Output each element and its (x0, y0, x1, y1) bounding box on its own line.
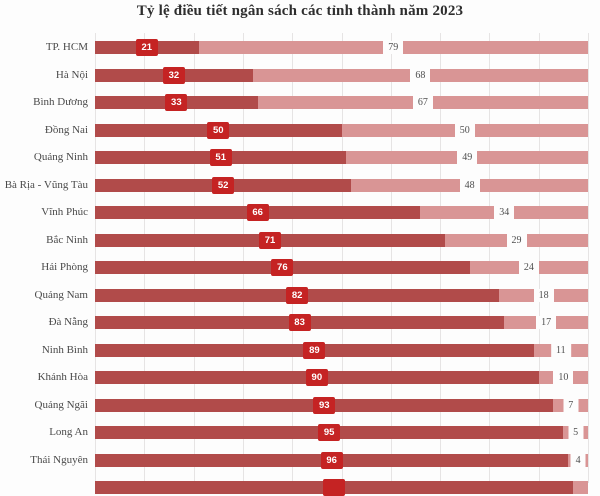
light-value-label: 7 (563, 398, 579, 412)
bar-row: Thái Nguyên 96 4 (30, 451, 588, 469)
bar-row: Vĩnh Phúc 66 34 (41, 204, 588, 221)
row-category-label: Quảng Ninh (33, 151, 88, 163)
dark-value-badge: 33 (165, 94, 188, 111)
dark-value-badge: 82 (286, 286, 309, 304)
row-category-label: Hà Nội (55, 68, 88, 81)
row-category-label: Hải Phòng (41, 261, 88, 273)
row-category-label: Quảng Ngãi (34, 398, 88, 411)
bar-row: Hà Nội 32 68 (56, 66, 588, 84)
light-value-label: 11 (551, 343, 571, 357)
light-value-label: 29 (506, 233, 527, 247)
light-value-label: 10 (553, 371, 574, 384)
dark-value-badge: 90 (305, 369, 328, 386)
bar-row: Đà Nẵng 83 17 (49, 314, 588, 331)
chart-area: TP. HCM 21 79 Hà Nội 32 68 Bình Dương 33 67 Đồng … (5, 33, 589, 496)
dark-value-badge: 95 (318, 424, 341, 441)
dark-value-badge: 66 (246, 204, 269, 221)
bar-row: Hải Phòng 76 24 (41, 259, 588, 276)
row-category-label: Bắc Ninh (46, 233, 88, 246)
bar-row: TP. HCM 21 79 (46, 39, 588, 56)
dark-value-badge: 89 (303, 341, 326, 359)
bar-row: Khánh Hòa 90 10 (38, 369, 588, 386)
light-value-label: 24 (518, 261, 539, 274)
gridline (242, 33, 244, 483)
row-category-label: Bà Rịa - Vũng Tàu (4, 178, 88, 191)
light-value-label: 48 (459, 178, 480, 192)
gridline (193, 33, 195, 483)
dark-value-badge: 96 (320, 451, 343, 469)
dark-value-badge: 83 (288, 314, 311, 331)
bar-row: Bà Rịa - Vũng Tàu 52 48 (5, 176, 588, 194)
row-category-label: Long An (49, 426, 88, 438)
dark-value-badge: 76 (271, 259, 294, 276)
row-category-label: Ninh Bình (41, 343, 88, 356)
dark-value-badge: 93 (313, 396, 336, 414)
gridline (144, 33, 146, 483)
gridline (588, 33, 589, 483)
dark-value-badge: 50 (207, 121, 230, 139)
row-category-label: Khánh Hòa (37, 371, 88, 383)
row-category-label: Đồng Nai (44, 123, 88, 136)
dark-value-badge: 21 (135, 39, 158, 56)
row-category-label: TP. HCM (45, 41, 88, 53)
light-value-label: 50 (454, 123, 475, 137)
light-value-label: 34 (494, 206, 515, 219)
light-value-label: 17 (536, 316, 557, 329)
row-category-label: Quảng Nam (34, 288, 88, 301)
row-category-label: Thái Nguyên (30, 453, 88, 466)
light-value-label: 5 (568, 426, 584, 439)
page-title: Tỷ lệ điều tiết ngân sách các tỉnh thành… (136, 3, 464, 19)
row-category-label: Đà Nẵng (48, 316, 88, 328)
row-category-label: Bình Dương (33, 96, 88, 108)
gridline (292, 33, 294, 483)
bar-row: Bắc Ninh 71 29 (46, 231, 588, 249)
gridline (390, 33, 392, 483)
bar-row: Đồng Nai 50 50 (45, 121, 588, 139)
dark-value-badge: 71 (259, 231, 281, 249)
light-value-label: 68 (410, 68, 431, 82)
bar-row: Long An 95 5 (49, 424, 588, 441)
light-value-label: 4 (570, 453, 586, 467)
bar-row: Bình Dương 33 67 (33, 94, 588, 111)
bar-row: Quảng Nam 82 18 (35, 286, 588, 304)
light-value-label: 18 (533, 288, 554, 302)
bar-row: Quảng Ngãi 93 7 (35, 396, 588, 414)
gridline (440, 33, 442, 483)
light-value-label: 67 (412, 96, 433, 109)
dark-value-badge: 32 (162, 66, 185, 84)
light-value-label: 49 (457, 151, 478, 164)
dark-value-badge (323, 479, 346, 496)
bar-row: Quảng Ninh 51 49 (34, 149, 588, 166)
dark-value-badge: 52 (212, 176, 235, 194)
row-category-label: Vĩnh Phúc (41, 206, 88, 218)
gridline (538, 33, 540, 483)
gridline (341, 33, 343, 483)
gridline (95, 33, 96, 483)
bar-row: Ninh Bình 89 11 (42, 341, 588, 359)
dark-value-badge: 51 (209, 149, 232, 166)
gridline (489, 33, 491, 483)
light-value-label: 79 (383, 41, 404, 54)
